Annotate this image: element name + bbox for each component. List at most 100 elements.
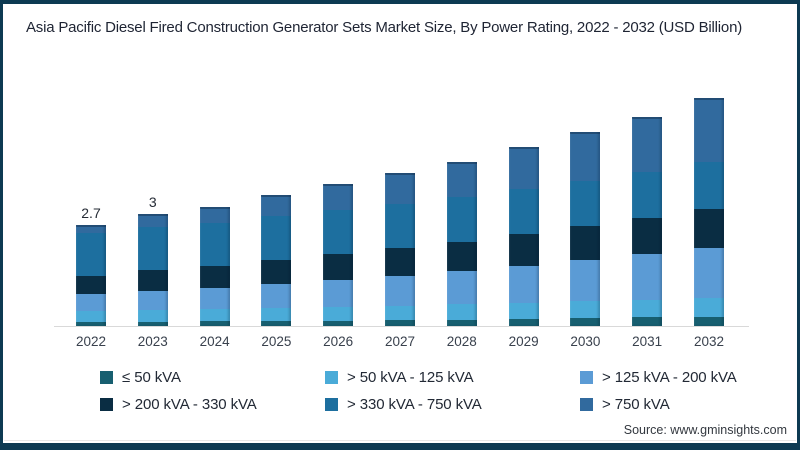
legend-swatch-icon <box>100 371 113 384</box>
bar-2029 <box>508 146 539 326</box>
bar-segment-2025-5 <box>261 216 292 261</box>
bar-segment-2031-2 <box>632 299 663 318</box>
bar-2028 <box>446 161 477 326</box>
bar-segment-2029-3 <box>508 265 539 303</box>
x-axis-label-2022: 2022 <box>75 334 107 349</box>
bar-segment-2022-2 <box>76 311 106 323</box>
bar-segment-2024-5 <box>199 222 230 267</box>
bar-segment-2023-3 <box>137 290 168 310</box>
bar-segment-2024-4 <box>199 266 230 288</box>
bar-segment-2030-4 <box>570 226 601 260</box>
bottom-separator-line <box>4 440 796 441</box>
bar-segment-2023-2 <box>137 309 168 322</box>
bar-2031 <box>632 117 663 326</box>
bar-segment-2032-5 <box>694 161 724 209</box>
bar-segment-2028-4 <box>446 241 477 271</box>
legend: ≤ 50 kVA > 50 kVA - 125 kVA > 125 kVA - 20… <box>100 369 772 413</box>
legend-swatch-icon <box>325 371 338 384</box>
bar-segment-2025-3 <box>261 283 292 309</box>
bar-segment-2032-4 <box>694 208 724 248</box>
bar-segment-2025-4 <box>261 260 292 284</box>
legend-swatch-icon <box>325 398 338 411</box>
bar-segment-2025-1 <box>261 321 292 326</box>
bar-segment-2029-2 <box>508 302 539 319</box>
bar-segment-2023-6 <box>137 214 168 227</box>
bar-2022: 2.7 <box>76 205 106 326</box>
x-axis-label-2028: 2028 <box>446 334 477 349</box>
bar-2032 <box>694 98 724 326</box>
bar-segment-2031-6 <box>632 117 663 172</box>
source-attribution: Source: www.gminsights.com <box>623 423 787 437</box>
plot-area: 2.7 2022 3 2023 2024 2025 2026 2027 2028 2029 2030… <box>54 90 749 349</box>
bar-2027 <box>385 173 415 326</box>
legend-label: > 330 kVA - 750 kVA <box>347 396 482 413</box>
bar-segment-2032-6 <box>694 98 724 162</box>
x-axis-label-2025: 2025 <box>261 334 292 349</box>
legend-label: > 50 kVA - 125 kVA <box>347 369 474 386</box>
bar-segment-2022-6 <box>76 225 106 233</box>
bar-segment-2028-5 <box>446 196 477 242</box>
legend-label: > 750 kVA <box>602 396 670 413</box>
bar-segment-2023-1 <box>137 321 168 326</box>
bar-segment-2022-5 <box>76 232 106 276</box>
chart-title: Asia Pacific Diesel Fired Construction G… <box>26 19 743 36</box>
bar-segment-2030-6 <box>570 132 601 181</box>
bar-segment-2023-4 <box>137 270 168 291</box>
bar-segment-2031-1 <box>632 317 663 326</box>
bar-2030 <box>570 132 601 326</box>
legend-item-2: > 50 kVA - 125 kVA <box>325 369 580 386</box>
bar-segment-2029-1 <box>508 318 539 326</box>
x-axis-label-2030: 2030 <box>570 334 601 349</box>
bar-segment-2029-6 <box>508 146 539 189</box>
bar-segment-2024-3 <box>199 287 230 310</box>
bar-segment-2031-3 <box>632 254 663 300</box>
bar-segment-2030-2 <box>570 301 601 319</box>
legend-item-5: > 330 kVA - 750 kVA <box>325 396 580 413</box>
bar-segment-2030-1 <box>570 318 601 326</box>
x-axis-label-2029: 2029 <box>508 334 539 349</box>
total-label-2022: 2.7 <box>81 205 101 222</box>
bar-segment-2027-5 <box>385 203 415 249</box>
bar-segment-2028-3 <box>446 270 477 305</box>
x-axis-label-2027: 2027 <box>384 334 416 349</box>
bar-segment-2023-5 <box>137 226 168 271</box>
bar-segment-2031-5 <box>632 171 663 219</box>
bar-2026 <box>323 184 354 326</box>
bar-segment-2026-4 <box>323 254 354 280</box>
bar-segment-2026-1 <box>323 320 354 326</box>
bar-segment-2032-1 <box>694 316 724 326</box>
legend-label: > 125 kVA - 200 kVA <box>602 369 737 386</box>
x-axis-label-2024: 2024 <box>199 334 230 349</box>
legend-item-4: > 200 kVA - 330 kVA <box>100 396 325 413</box>
bar-segment-2028-6 <box>446 161 477 197</box>
x-axis-label-2031: 2031 <box>632 334 663 349</box>
bar-segment-2032-3 <box>694 247 724 299</box>
legend-item-3: > 125 kVA - 200 kVA <box>580 369 772 386</box>
bar-segment-2030-3 <box>570 259 601 302</box>
bar-segment-2022-3 <box>76 294 106 312</box>
bar-segment-2027-6 <box>385 173 415 204</box>
bar-segment-2027-1 <box>385 320 415 326</box>
legend-item-1: ≤ 50 kVA <box>100 369 325 386</box>
bar-segment-2029-4 <box>508 234 539 266</box>
bar-2025 <box>261 195 292 326</box>
bar-segment-2028-1 <box>446 319 477 326</box>
bar-segment-2027-2 <box>385 305 415 321</box>
legend-label: > 200 kVA - 330 kVA <box>122 396 257 413</box>
legend-label: ≤ 50 kVA <box>122 369 181 386</box>
bar-segment-2026-3 <box>323 279 354 307</box>
bar-segment-2025-2 <box>261 308 292 322</box>
legend-swatch-icon <box>580 398 593 411</box>
bar-segment-2028-2 <box>446 304 477 320</box>
legend-swatch-icon <box>100 398 113 411</box>
x-axis-label-2026: 2026 <box>323 334 354 349</box>
bar-segment-2027-3 <box>385 275 415 306</box>
bar-segment-2022-4 <box>76 275 106 295</box>
x-axis-label-2023: 2023 <box>137 334 168 349</box>
bar-segment-2027-4 <box>385 248 415 276</box>
bar-segment-2024-6 <box>199 206 230 223</box>
bar-2023: 3 <box>137 194 168 326</box>
legend-item-6: > 750 kVA <box>580 396 772 413</box>
bar-segment-2026-2 <box>323 306 354 321</box>
bar-2024 <box>199 206 230 326</box>
